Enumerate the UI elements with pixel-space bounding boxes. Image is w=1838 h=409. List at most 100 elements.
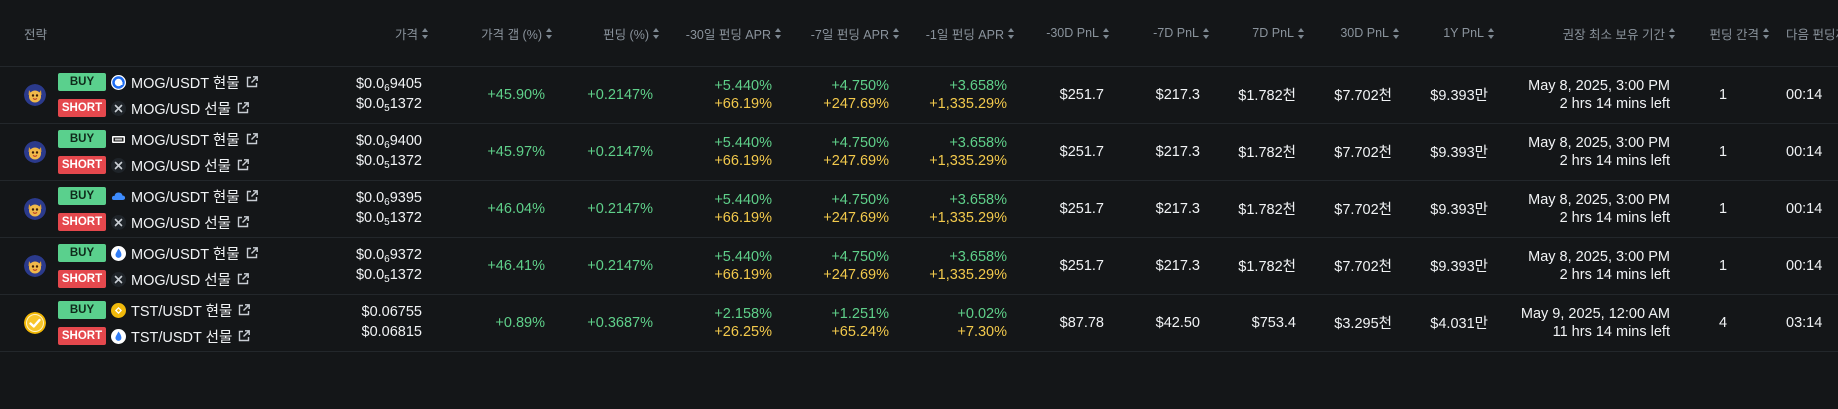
apr-30-rate: +2.158%: [714, 305, 772, 322]
hold-remaining: 2 hrs 14 mins left: [1559, 95, 1670, 112]
buy-pair: MOG/USDT 현물: [131, 132, 240, 149]
external-link-icon[interactable]: [236, 101, 250, 115]
col-header-price[interactable]: 가격: [300, 0, 429, 66]
pnl-7: $753.4: [1251, 314, 1296, 331]
col-header-price-gap[interactable]: 가격 갭 (%): [440, 0, 553, 66]
apr-1-annual: +1,335.29%: [929, 266, 1007, 283]
col-header-hold[interactable]: 권장 최소 보유 기간: [1500, 0, 1676, 66]
pnl-m7: $42.50: [1155, 314, 1200, 331]
sort-icon: [1203, 27, 1210, 39]
next-funding: 00:14: [1786, 143, 1823, 160]
short-pair: MOG/USD 선물: [131, 215, 231, 232]
short-leg: SHORT MOG/USD 선물: [58, 155, 259, 175]
col-header-pnl-7[interactable]: 7D PnL: [1215, 0, 1305, 66]
external-link-icon[interactable]: [245, 189, 259, 203]
price-cell: $0.06755 $0.06815: [300, 294, 422, 351]
mog-cat-icon: [24, 141, 46, 163]
short-leg: SHORT MOG/USD 선물: [58, 269, 259, 289]
table-row[interactable]: BUY MOG/USDT 현물 SHORT MOG/USD 선물 $0.0693…: [0, 237, 1838, 295]
pnl-m30: $251.7: [1059, 143, 1104, 160]
funding-rate: +0.2147%: [587, 86, 653, 103]
external-link-icon[interactable]: [237, 303, 251, 317]
table-header: 전략 가격 가격 갭 (%) 펀딩 (%) -30일 펀딩 APR -7일 펀딩…: [0, 0, 1838, 67]
col-header-pnl-1y[interactable]: 1Y PnL: [1405, 0, 1495, 66]
external-link-icon[interactable]: [237, 329, 251, 343]
price-gap: +45.90%: [487, 86, 545, 103]
apr-1-annual: +1,335.29%: [929, 152, 1007, 169]
price-cell: $0.069395 $0.051372: [300, 180, 422, 237]
spot-price: $0.069405: [355, 75, 422, 94]
funding-rate: +0.3687%: [587, 314, 653, 331]
short-badge: SHORT: [58, 327, 106, 345]
apr-1-rate: +3.658%: [949, 191, 1007, 208]
apr-7-rate: +4.750%: [831, 77, 889, 94]
funding-interval: 1: [1718, 257, 1728, 274]
external-link-icon[interactable]: [236, 272, 250, 286]
apr-7-cell: +4.750% +247.69%: [790, 180, 889, 237]
sort-icon: [1008, 27, 1015, 39]
dark-flag-exchange-icon: [111, 132, 126, 147]
next-funding: 00:14: [1786, 86, 1823, 103]
buy-badge: BUY: [58, 73, 106, 91]
table-row[interactable]: BUY MOG/USDT 현물 SHORT MOG/USD 선물 $0.0694…: [0, 123, 1838, 181]
external-link-icon[interactable]: [236, 215, 250, 229]
blue-drop-exchange-icon: [111, 245, 126, 261]
futures-price: $0.051372: [355, 266, 422, 285]
short-badge: SHORT: [58, 99, 106, 117]
spot-price: $0.06755: [361, 303, 422, 320]
col-header-apr-30[interactable]: -30일 펀딩 APR: [670, 0, 782, 66]
hold-cell: May 9, 2025, 12:00 AM 11 hrs 14 mins lef…: [1500, 294, 1670, 351]
sort-icon: [1763, 27, 1770, 39]
funding-interval: 1: [1718, 200, 1728, 217]
hold-cell: May 8, 2025, 3:00 PM 2 hrs 14 mins left: [1500, 66, 1670, 123]
strategy-legs: BUY MOG/USDT 현물 SHORT MOG/USD 선물: [58, 72, 259, 118]
short-leg: SHORT TST/USDT 선물: [58, 326, 251, 346]
funding-rate: +0.2147%: [587, 200, 653, 217]
buy-leg: BUY MOG/USDT 현물: [58, 186, 259, 206]
buy-leg: BUY TST/USDT 현물: [58, 300, 251, 320]
hold-until: May 8, 2025, 3:00 PM: [1528, 134, 1670, 151]
sort-icon: [893, 27, 900, 39]
price-gap: +0.89%: [495, 314, 545, 331]
col-header-pnl-m30[interactable]: -30D PnL: [1020, 0, 1110, 66]
col-header-apr-1[interactable]: -1일 펀딩 APR: [910, 0, 1015, 66]
apr-1-cell: +0.02% +7.30%: [900, 294, 1007, 351]
apr-7-cell: +4.750% +247.69%: [790, 123, 889, 180]
hold-until: May 9, 2025, 12:00 AM: [1520, 305, 1670, 322]
col-header-interval[interactable]: 펀딩 간격: [1690, 0, 1770, 66]
external-link-icon[interactable]: [245, 132, 259, 146]
external-link-icon[interactable]: [245, 75, 259, 89]
col-header-strategy: 전략: [24, 27, 48, 42]
x-exchange-icon: [111, 157, 126, 173]
col-header-apr-7[interactable]: -7일 펀딩 APR: [790, 0, 900, 66]
sort-icon: [1393, 27, 1400, 39]
buy-pair: MOG/USDT 현물: [131, 246, 240, 263]
apr-7-rate: +1.251%: [831, 305, 889, 322]
hold-remaining: 11 hrs 14 mins left: [1552, 323, 1670, 340]
apr-7-annual: +247.69%: [823, 266, 889, 283]
hold-remaining: 2 hrs 14 mins left: [1559, 209, 1670, 226]
apr-7-rate: +4.750%: [831, 134, 889, 151]
buy-badge: BUY: [58, 187, 106, 205]
price-cell: $0.069372 $0.051372: [300, 237, 422, 294]
col-header-next[interactable]: 다음 펀딩까: [1786, 27, 1838, 42]
table-row[interactable]: BUY MOG/USDT 현물 SHORT MOG/USD 선물 $0.0694…: [0, 66, 1838, 124]
pnl-m7: $217.3: [1155, 200, 1200, 217]
yellow-coin-exchange-icon: [111, 302, 126, 318]
apr-7-annual: +247.69%: [823, 152, 889, 169]
apr-1-annual: +1,335.29%: [929, 95, 1007, 112]
table-row[interactable]: BUY TST/USDT 현물 SHORT TST/USDT 선물 $0.067…: [0, 294, 1838, 352]
hold-until: May 8, 2025, 3:00 PM: [1528, 191, 1670, 208]
col-header-pnl-30[interactable]: 30D PnL: [1310, 0, 1400, 66]
sort-icon: [1103, 27, 1110, 39]
apr-30-cell: +5.440% +66.19%: [670, 123, 772, 180]
table-row[interactable]: BUY MOG/USDT 현물 SHORT MOG/USD 선물 $0.0693…: [0, 180, 1838, 238]
col-header-funding[interactable]: 펀딩 (%): [560, 0, 660, 66]
apr-30-annual: +26.25%: [714, 323, 772, 340]
col-header-pnl-m7[interactable]: -7D PnL: [1120, 0, 1210, 66]
short-badge: SHORT: [58, 213, 106, 231]
external-link-icon[interactable]: [236, 158, 250, 172]
apr-1-cell: +3.658% +1,335.29%: [900, 66, 1007, 123]
external-link-icon[interactable]: [245, 246, 259, 260]
pnl-m30: $251.7: [1059, 257, 1104, 274]
